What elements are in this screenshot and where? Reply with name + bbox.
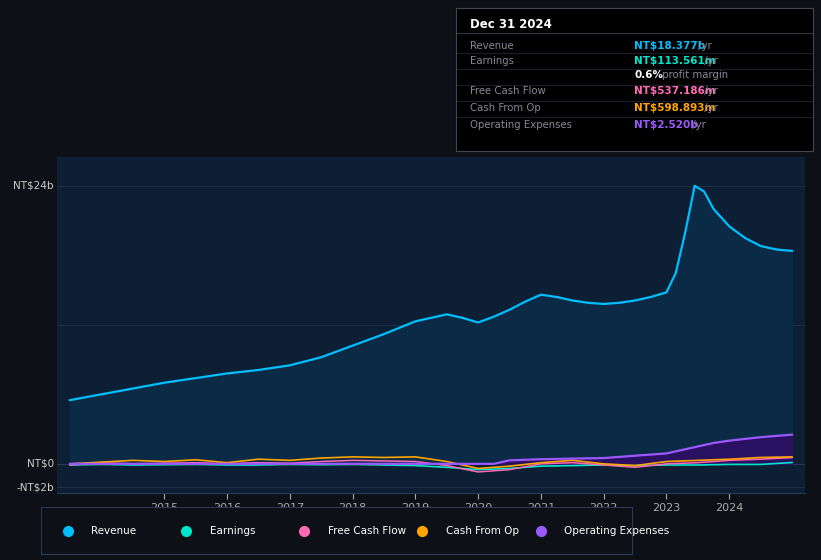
Text: Free Cash Flow: Free Cash Flow bbox=[328, 526, 406, 535]
Text: Revenue: Revenue bbox=[91, 526, 136, 535]
Text: NT$598.893m: NT$598.893m bbox=[635, 102, 716, 113]
Text: Dec 31 2024: Dec 31 2024 bbox=[470, 18, 552, 31]
Text: NT$24b: NT$24b bbox=[13, 181, 53, 191]
Text: 0.6%: 0.6% bbox=[635, 70, 663, 80]
Text: Free Cash Flow: Free Cash Flow bbox=[470, 86, 546, 96]
Text: /yr: /yr bbox=[701, 102, 718, 113]
Text: Cash From Op: Cash From Op bbox=[446, 526, 519, 535]
Text: -NT$2b: -NT$2b bbox=[16, 482, 53, 492]
Text: Earnings: Earnings bbox=[470, 56, 514, 66]
Text: Operating Expenses: Operating Expenses bbox=[564, 526, 669, 535]
Text: /yr: /yr bbox=[689, 120, 705, 130]
Text: Operating Expenses: Operating Expenses bbox=[470, 120, 572, 130]
Text: NT$2.520b: NT$2.520b bbox=[635, 120, 698, 130]
Text: /yr: /yr bbox=[695, 40, 712, 50]
Text: NT$18.377b: NT$18.377b bbox=[635, 40, 705, 50]
Text: NT$537.186m: NT$537.186m bbox=[635, 86, 716, 96]
Text: Revenue: Revenue bbox=[470, 40, 514, 50]
Text: Earnings: Earnings bbox=[209, 526, 255, 535]
Text: Cash From Op: Cash From Op bbox=[470, 102, 541, 113]
Text: NT$0: NT$0 bbox=[26, 459, 53, 469]
Text: /yr: /yr bbox=[701, 56, 718, 66]
Text: /yr: /yr bbox=[701, 86, 718, 96]
Text: profit margin: profit margin bbox=[658, 70, 727, 80]
Text: NT$113.561m: NT$113.561m bbox=[635, 56, 716, 66]
